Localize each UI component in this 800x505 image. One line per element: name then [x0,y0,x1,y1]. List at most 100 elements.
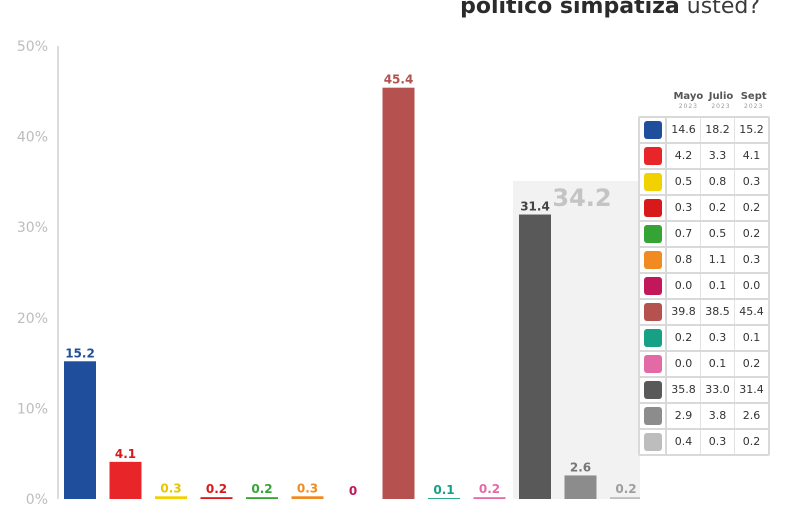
logo-cell [640,221,665,247]
table-row: 0.3 0.2 0.2 [640,195,768,221]
header-year: 2023 [678,103,698,110]
bar-no-sabe [564,475,597,499]
bar-pri [109,461,142,499]
table-row: 4.2 3.3 4.1 [640,143,768,169]
row-values: 0.4 0.3 0.2 [667,429,768,454]
bar-prd [155,496,187,499]
party-logo-icon [643,147,662,166]
table-column-header: Julio 2023 [705,92,738,116]
table-cell: 39.8 [667,299,701,325]
logo-cell [640,299,665,325]
logo-cell [640,429,665,454]
bar-value-label: 0.2 [206,482,227,496]
party-logo-icon [643,432,662,451]
row-values: 39.8 38.5 45.4 [667,299,768,325]
party-logo-icon [643,354,662,373]
table-row: 0.4 0.3 0.2 [640,429,768,454]
bar-value-label: 4.1 [115,447,136,461]
table-row: 0.0 0.1 0.0 [640,273,768,299]
bar-fuerza-por-méxico [473,497,506,499]
table-cell: 0.1 [701,273,735,299]
bar-value-label: 0.3 [160,481,181,495]
table-cell: 0.1 [742,330,761,344]
table-cell: 0.2 [667,325,701,351]
logo-cell [640,273,665,299]
bar-pt [200,497,233,499]
logo-cell [640,377,665,403]
bar-value-label: 0.2 [251,482,272,496]
table-cell: 0.3 [701,429,735,454]
table-column-header: Mayo 2023 [672,92,705,116]
table-cell: 0.0 [667,351,701,377]
bar-value-label: 0 [349,484,357,498]
bracket-total-label: 34.2 [552,184,611,212]
logo-cell [640,195,665,221]
row-values: 4.2 3.3 4.1 [667,143,768,169]
party-logo-icon [643,277,662,295]
party-logo-icon [643,199,662,218]
table-cell: 0.8 [667,247,701,273]
row-values: 0.0 0.1 0.2 [667,351,768,377]
table-cell: 0.3 [742,174,761,188]
bar-chart: 34.2 0% 10% 20% 30% 40% 50% 15.2 4.1 0.3 0.2 0.2 0.3… [17,39,640,505]
party-logo-icon [643,328,662,347]
title-light: usted? [686,0,760,19]
logo-cell [640,169,665,195]
table-cell: 0.3 [667,195,701,221]
row-values: 0.7 0.5 0.2 [667,221,768,247]
party-logo-icon [643,173,662,192]
table-cell: 0.0 [667,273,701,299]
party-logo-icon [643,251,662,270]
table-cell: 0.5 [701,221,735,247]
bar-value-label: 45.4 [384,73,414,87]
bar-pvem [246,497,278,499]
table-cell: 3.3 [701,143,735,169]
table-row: 2.9 3.8 2.6 [640,403,768,429]
table-cell: 35.8 [667,377,701,403]
table-cell: 14.6 [667,118,701,143]
header-month: Julio [708,91,734,102]
logo-cell [640,247,665,273]
table-header: Mayo 2023 Julio 2023 Sept 2023 [672,92,770,116]
bar-value-label: 0.2 [615,482,636,496]
bar-nueva-alianza [428,498,460,499]
party-logo-icon [643,121,662,140]
table-cell: 0.2 [742,434,761,448]
bar-value-label: 0.1 [433,483,454,497]
table-cell: 0.2 [701,195,735,221]
table-cell: 0.0 [742,278,761,292]
table-row: 0.2 0.3 0.1 [640,325,768,351]
table-cell: 38.5 [701,299,735,325]
chart-title: político simpatiza usted? [460,0,760,19]
table-cell: 45.4 [739,304,764,318]
bar-value-label: 0.3 [297,481,318,495]
logo-cell [640,143,665,169]
table-cell: 0.3 [701,325,735,351]
table-cell: 0.8 [701,169,735,195]
logo-cell [640,118,665,143]
table-cell: 4.2 [667,143,701,169]
header-month: Mayo [673,91,704,102]
table-cell: 0.3 [742,252,761,266]
table-cell: 0.1 [701,351,735,377]
party-logo-icon [643,406,662,425]
bar-morena [382,87,415,500]
logo-cell [640,351,665,377]
y-tick-label: 40% [17,130,48,146]
row-values: 35.8 33.0 31.4 [667,377,768,403]
table-body: 14.6 18.2 15.2 4.2 3.3 4.1 0.5 0.8 0.3 0.3 0.2 0.2 0… [638,116,770,456]
table-row: 0.0 0.1 0.2 [640,351,768,377]
table-cell: 0.2 [742,226,761,240]
row-values: 0.5 0.8 0.3 [667,169,768,195]
party-logo-icon [643,380,662,399]
table-cell: 2.9 [667,403,701,429]
table-cell: 4.1 [742,148,761,162]
table-row: 0.5 0.8 0.3 [640,169,768,195]
title-bold: político simpatiza [460,0,680,19]
bar-value-label: 15.2 [65,346,95,360]
bar-value-label: 31.4 [520,200,550,214]
bar-value-label: 0.2 [479,482,500,496]
table-cell: 33.0 [701,377,735,403]
row-values: 0.3 0.2 0.2 [667,195,768,221]
table-row: 14.6 18.2 15.2 [640,118,768,143]
